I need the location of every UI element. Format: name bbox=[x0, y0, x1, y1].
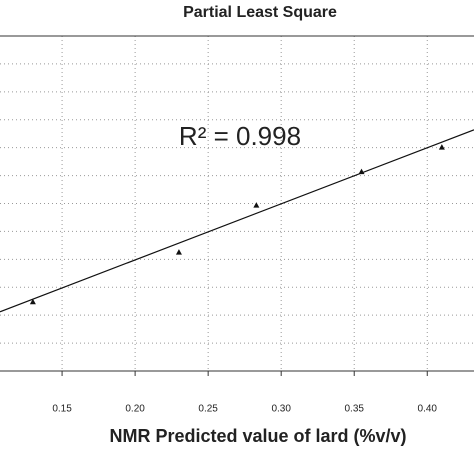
x-tick-label: 0.20 bbox=[125, 404, 145, 415]
x-tick-label: 0.35 bbox=[344, 404, 364, 415]
fit-line bbox=[0, 129, 474, 313]
x-axis-label: NMR Predicted value of lard (%v/v) bbox=[109, 426, 406, 446]
point bbox=[175, 249, 182, 255]
point bbox=[253, 202, 260, 208]
chart-title: Partial Least Square bbox=[183, 4, 337, 21]
x-tick-label: 0.15 bbox=[52, 404, 72, 415]
point bbox=[29, 298, 36, 305]
point bbox=[438, 144, 445, 150]
annotation: R² = 0.998 bbox=[179, 121, 301, 151]
x-tick-label: 0.30 bbox=[271, 404, 291, 415]
x-tick-label: 0.25 bbox=[198, 404, 218, 415]
point bbox=[358, 168, 365, 175]
x-tick-label: 0.40 bbox=[418, 404, 438, 415]
